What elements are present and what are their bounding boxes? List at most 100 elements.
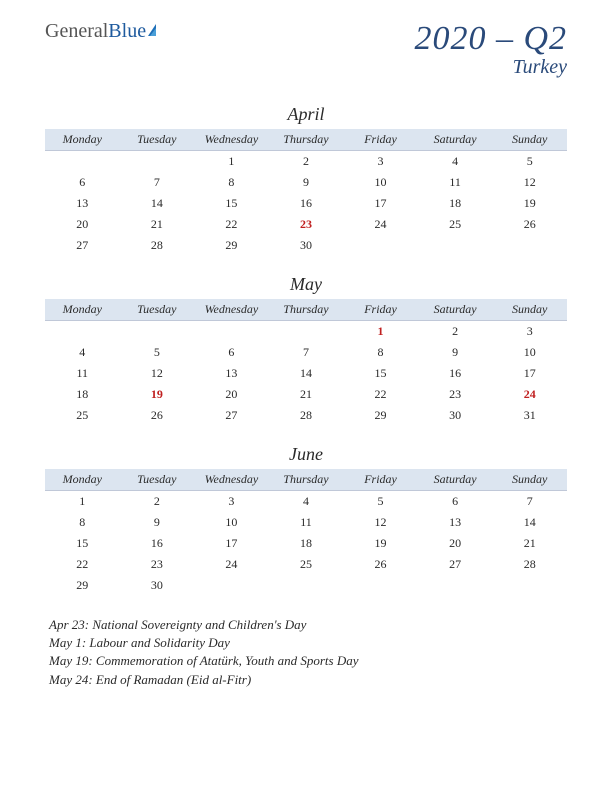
weekday-header: Saturday [418,129,493,151]
calendar-cell: 25 [418,214,493,235]
calendar-cell: 10 [492,342,567,363]
calendar-row: 1234567 [45,491,567,513]
calendar-cell: 3 [343,151,418,173]
calendar-cell: 19 [120,384,195,405]
calendar-row: 2930 [45,575,567,596]
weekday-header: Saturday [418,299,493,321]
calendar-cell [492,235,567,256]
calendar-cell [194,321,269,343]
calendar-row: 891011121314 [45,512,567,533]
weekday-header: Tuesday [120,129,195,151]
calendar-cell: 25 [269,554,344,575]
calendar-cell: 1 [194,151,269,173]
calendar-cell: 7 [269,342,344,363]
logo-text-general: General [45,20,108,43]
calendar-cell [343,575,418,596]
calendar-cell: 23 [120,554,195,575]
calendar-row: 15161718192021 [45,533,567,554]
calendar-cell: 18 [418,193,493,214]
calendar-cell: 6 [45,172,120,193]
calendar-cell: 16 [269,193,344,214]
weekday-header: Thursday [269,299,344,321]
calendar-row: 13141516171819 [45,193,567,214]
calendar-cell: 12 [343,512,418,533]
weekday-header: Sunday [492,129,567,151]
calendar-cell: 8 [45,512,120,533]
calendar-row: 6789101112 [45,172,567,193]
calendar-cell: 6 [418,491,493,513]
calendar-cell: 7 [120,172,195,193]
calendar-cell: 5 [120,342,195,363]
holiday-note: Apr 23: National Sovereignty and Childre… [49,616,369,634]
calendar-cell [120,321,195,343]
calendar-cell: 9 [418,342,493,363]
calendar-cell: 17 [343,193,418,214]
calendar-cell: 11 [45,363,120,384]
calendar-cell: 27 [194,405,269,426]
calendar-cell: 21 [269,384,344,405]
holiday-note: May 1: Labour and Solidarity Day [49,634,369,652]
calendar-cell: 1 [45,491,120,513]
weekday-header: Thursday [269,129,344,151]
calendar-cell: 7 [492,491,567,513]
calendar-cell: 5 [343,491,418,513]
weekday-header: Friday [343,299,418,321]
calendar-cell [343,235,418,256]
calendar-cell: 13 [418,512,493,533]
calendar-cell: 1 [343,321,418,343]
calendar-cell [492,575,567,596]
calendar-cell: 28 [269,405,344,426]
calendar-cell: 15 [343,363,418,384]
calendar-cell: 27 [45,235,120,256]
calendar-cell: 12 [120,363,195,384]
calendar-cell: 14 [269,363,344,384]
calendar-cell: 27 [418,554,493,575]
calendar-cell: 18 [45,384,120,405]
calendar-cell: 23 [418,384,493,405]
calendar-cell: 26 [492,214,567,235]
calendar-cell: 26 [120,405,195,426]
calendar-cell: 18 [269,533,344,554]
calendar-cell: 9 [120,512,195,533]
calendar-row: 25262728293031 [45,405,567,426]
calendar-row: 27282930 [45,235,567,256]
calendar-cell: 6 [194,342,269,363]
calendar-cell: 31 [492,405,567,426]
calendar-row: 20212223242526 [45,214,567,235]
weekday-header: Wednesday [194,129,269,151]
calendar-cell: 16 [120,533,195,554]
calendar-row: 123 [45,321,567,343]
weekday-header: Monday [45,469,120,491]
calendar-cell: 12 [492,172,567,193]
calendar-cell [45,321,120,343]
calendar-row: 45678910 [45,342,567,363]
calendar-cell: 16 [418,363,493,384]
calendar-cell: 8 [343,342,418,363]
weekday-header: Sunday [492,299,567,321]
calendar-cell: 4 [418,151,493,173]
calendar-cell: 5 [492,151,567,173]
header: GeneralBlue 2020 – Q2 Turkey [45,20,567,79]
weekday-header: Wednesday [194,469,269,491]
calendar-cell: 29 [194,235,269,256]
holiday-note: May 19: Commemoration of Atatürk, Youth … [49,652,369,670]
calendar-cell: 29 [343,405,418,426]
logo: GeneralBlue [45,20,156,43]
calendar-cell: 30 [269,235,344,256]
calendar-cell: 19 [343,533,418,554]
calendar-cell: 3 [492,321,567,343]
calendar-cell: 20 [194,384,269,405]
title-main: 2020 – Q2 [414,20,567,58]
calendar-cell: 22 [194,214,269,235]
calendar-cell: 14 [492,512,567,533]
weekday-header: Sunday [492,469,567,491]
calendar-cell [194,575,269,596]
calendar-cell: 24 [194,554,269,575]
calendar-cell: 24 [343,214,418,235]
weekday-header: Friday [343,129,418,151]
calendar-row: 11121314151617 [45,363,567,384]
calendar-row: 12345 [45,151,567,173]
calendar-cell: 13 [45,193,120,214]
weekday-header: Tuesday [120,469,195,491]
calendar-cell: 3 [194,491,269,513]
